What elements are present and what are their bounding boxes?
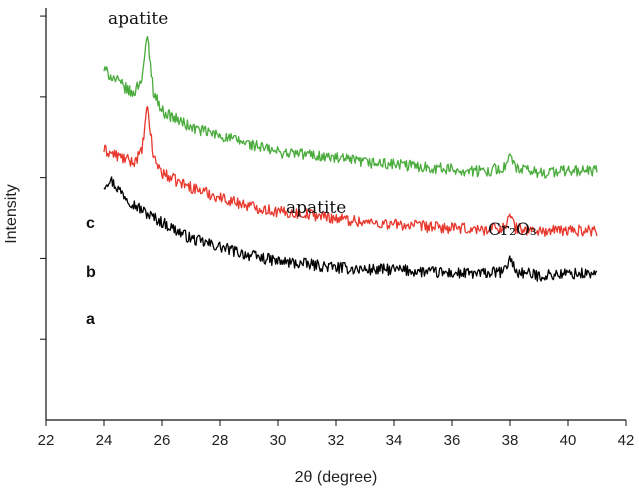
y-axis-label: Intensity — [3, 184, 20, 244]
x-tick-label: 40 — [560, 432, 577, 449]
x-tick-label: 38 — [502, 432, 519, 449]
series-line-b — [103, 105, 598, 237]
series-lines — [103, 35, 598, 282]
x-tick-label: 26 — [154, 432, 171, 449]
sample-label-a: a — [86, 311, 95, 328]
sample-label-c: c — [86, 215, 95, 232]
x-ticks: 22 24 26 28 30 32 34 36 38 40 42 — [38, 420, 635, 449]
x-tick-label: 34 — [386, 432, 403, 449]
sample-label-b: b — [86, 264, 96, 281]
annotation-apatite-2: apatite — [286, 198, 346, 218]
x-tick-label: 36 — [444, 432, 461, 449]
x-tick-label: 28 — [212, 432, 229, 449]
annotation-apatite-1: apatite — [108, 9, 168, 29]
x-tick-label: 24 — [96, 432, 113, 449]
x-tick-label: 22 — [38, 432, 55, 449]
x-tick-label: 42 — [618, 432, 635, 449]
x-tick-label: 32 — [328, 432, 345, 449]
annotation-cr2o3: Cr₂O₃ — [488, 220, 537, 240]
series-line-c — [103, 35, 598, 179]
x-tick-label: 30 — [270, 432, 287, 449]
y-ticks — [40, 15, 46, 340]
x-axis-label: 2θ (degree) — [295, 469, 378, 486]
series-line-a — [103, 176, 598, 282]
